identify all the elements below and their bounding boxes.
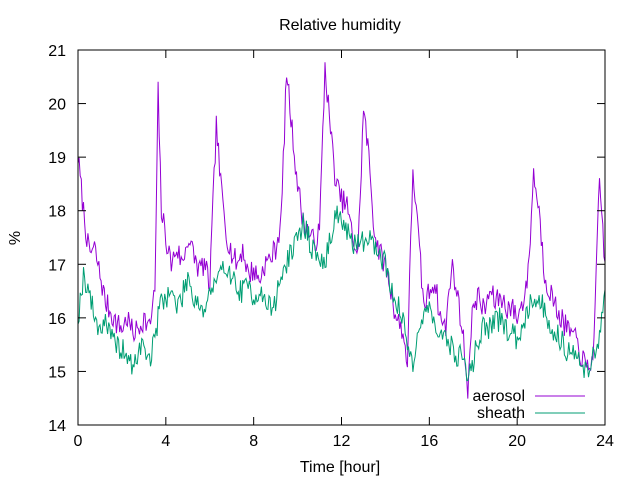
x-tick-label: 8 [249, 433, 258, 450]
ticks-layer: 0 4 8 12 16 20 24 14 15 16 17 18 19 20 21 [48, 43, 614, 450]
legend-label-sheath: sheath [477, 405, 525, 422]
legend-label-aerosol: aerosol [473, 388, 525, 405]
y-tick-label: 21 [48, 43, 66, 60]
y-tick-label: 15 [48, 364, 66, 381]
x-axis-label: Time [hour] [300, 459, 380, 476]
y-tick-label: 14 [48, 418, 66, 435]
y-axis-label: % [7, 231, 24, 245]
x-tick-label: 24 [596, 433, 614, 450]
series-line-aerosol [77, 62, 606, 399]
y-tick-label: 18 [48, 204, 66, 221]
x-tick-label: 0 [74, 433, 83, 450]
series-layer [77, 62, 606, 399]
series-line-sheath [77, 205, 606, 382]
x-tick-label: 16 [420, 433, 438, 450]
x-tick-label: 12 [333, 433, 351, 450]
y-tick-label: 19 [48, 150, 66, 167]
x-tick-label: 4 [161, 433, 170, 450]
chart-title: Relative humidity [279, 17, 401, 34]
y-tick-label: 20 [48, 97, 66, 114]
y-tick-label: 16 [48, 311, 66, 328]
x-tick-label: 20 [508, 433, 526, 450]
plot-frame [77, 49, 606, 426]
y-tick-label: 17 [48, 257, 66, 274]
